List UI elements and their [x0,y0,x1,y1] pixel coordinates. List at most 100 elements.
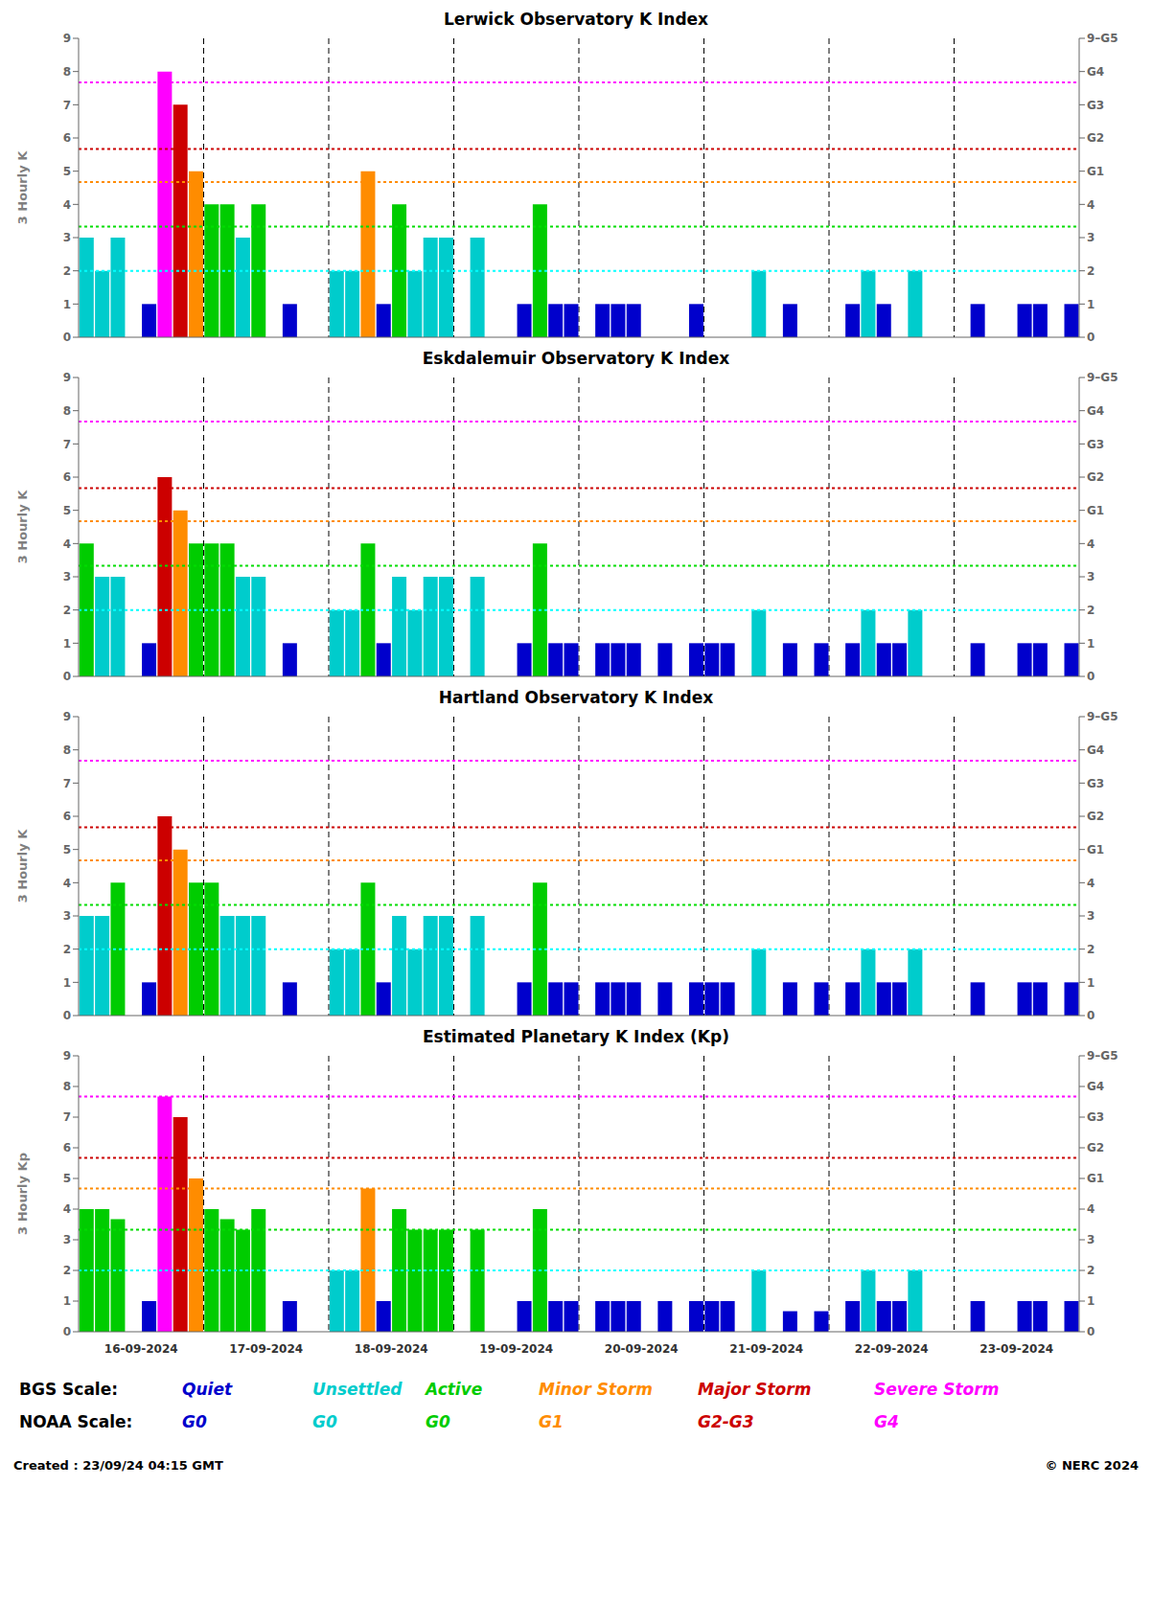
svg-text:9–G5: 9–G5 [1086,370,1119,385]
svg-text:3: 3 [63,1233,71,1247]
svg-text:9: 9 [63,31,71,46]
svg-text:3: 3 [1086,230,1095,245]
svg-text:21-09-2024: 21-09-2024 [729,1342,804,1357]
svg-text:3 Hourly K: 3 Hourly K [15,829,30,904]
svg-text:3: 3 [63,909,71,923]
svg-text:2: 2 [1086,264,1095,278]
svg-text:3: 3 [63,570,71,584]
svg-text:7: 7 [63,777,71,791]
html-text:Hartland Observatory K Index: Hartland Observatory K Index [438,688,714,708]
svg-text:16-09-2024: 16-09-2024 [104,1342,179,1357]
svg-text:1: 1 [1086,976,1095,991]
svg-text:0: 0 [1086,1325,1095,1339]
svg-text:4: 4 [1086,537,1095,552]
svg-text:9–G5: 9–G5 [1086,1049,1119,1063]
svg-text:5: 5 [63,164,71,179]
svg-text:6: 6 [63,470,71,484]
svg-text:2: 2 [1086,1264,1095,1278]
svg-text:7: 7 [63,437,71,452]
svg-text:G2: G2 [1086,470,1105,484]
svg-text:2: 2 [63,943,71,957]
svg-text:0: 0 [1086,1009,1095,1023]
svg-text:8: 8 [63,1080,71,1094]
svg-text:4: 4 [63,537,71,552]
svg-text:3: 3 [1086,909,1095,923]
svg-text:3: 3 [1086,1233,1095,1247]
svg-text:1: 1 [63,298,71,312]
svg-text:G1: G1 [1086,1172,1105,1186]
svg-text:6: 6 [63,131,71,145]
svg-text:G3: G3 [1086,777,1105,791]
svg-text:7: 7 [63,1110,71,1125]
svg-text:23-09-2024: 23-09-2024 [979,1342,1054,1357]
svg-text:G4: G4 [1086,404,1105,418]
svg-text:5: 5 [63,843,71,857]
svg-text:7: 7 [63,98,71,113]
svg-text:1: 1 [63,637,71,651]
html-text:Eskdalemuir Observatory K Inde: Eskdalemuir Observatory K Index [422,348,730,369]
svg-text:6: 6 [63,809,71,824]
svg-text:9–G5: 9–G5 [1086,31,1119,46]
html-text:Lerwick Observatory K Index: Lerwick Observatory K Index [443,9,709,29]
html-text:Quiet: Quiet [182,1380,232,1400]
svg-text:8: 8 [63,65,71,79]
svg-text:2: 2 [63,264,71,278]
svg-text:G4: G4 [1086,65,1105,79]
svg-text:0: 0 [1086,669,1095,684]
html-text:Estimated Planetary K Index (K: Estimated Planetary K Index (Kp) [422,1027,730,1047]
svg-text:G4: G4 [1086,1080,1105,1094]
svg-text:3 Hourly K: 3 Hourly K [15,489,30,565]
svg-text:17-09-2024: 17-09-2024 [229,1342,303,1357]
svg-text:G4: G4 [1086,743,1105,758]
svg-text:3 Hourly K: 3 Hourly K [15,150,30,226]
svg-text:9: 9 [63,1049,71,1063]
svg-text:9: 9 [63,710,71,724]
svg-text:9: 9 [63,370,71,385]
svg-text:3: 3 [63,230,71,245]
svg-text:20-09-2024: 20-09-2024 [604,1342,679,1357]
svg-text:4: 4 [63,198,71,212]
svg-text:0: 0 [63,1325,71,1339]
svg-text:0: 0 [63,669,71,684]
html-text:Active: Active [425,1380,483,1400]
svg-text:3 Hourly Kp: 3 Hourly Kp [15,1152,30,1236]
svg-text:G3: G3 [1086,437,1105,452]
svg-text:1: 1 [63,976,71,991]
svg-text:8: 8 [63,404,71,418]
svg-text:2: 2 [1086,603,1095,618]
svg-text:4: 4 [63,876,71,891]
svg-text:1: 1 [1086,1294,1095,1309]
html-text:Unsettled: Unsettled [312,1380,402,1400]
svg-text:5: 5 [63,1172,71,1186]
svg-text:G1: G1 [1086,843,1105,857]
svg-text:4: 4 [1086,1202,1095,1217]
svg-text:G1: G1 [1086,164,1105,179]
html-text:BGS Scale:: BGS Scale: [19,1380,118,1400]
svg-text:G2: G2 [1086,1141,1105,1155]
svg-text:8: 8 [63,743,71,758]
svg-text:G2: G2 [1086,809,1105,824]
svg-text:9–G5: 9–G5 [1086,710,1119,724]
svg-text:G2: G2 [1086,131,1105,145]
svg-text:G1: G1 [1086,504,1105,518]
svg-text:6: 6 [63,1141,71,1155]
svg-text:1: 1 [1086,298,1095,312]
svg-text:0: 0 [63,330,71,345]
svg-text:3: 3 [1086,570,1095,584]
svg-text:2: 2 [63,1264,71,1278]
svg-text:0: 0 [1086,330,1095,345]
svg-text:4: 4 [1086,876,1095,891]
svg-text:1: 1 [63,1294,71,1309]
svg-text:G3: G3 [1086,1110,1105,1125]
svg-text:4: 4 [63,1202,71,1217]
svg-text:2: 2 [1086,943,1095,957]
svg-text:4: 4 [1086,198,1095,212]
svg-text:2: 2 [63,603,71,618]
svg-text:18-09-2024: 18-09-2024 [354,1342,429,1357]
svg-text:19-09-2024: 19-09-2024 [479,1342,553,1357]
svg-text:1: 1 [1086,637,1095,651]
svg-text:5: 5 [63,504,71,518]
svg-text:0: 0 [63,1009,71,1023]
svg-text:22-09-2024: 22-09-2024 [854,1342,929,1357]
svg-text:G3: G3 [1086,98,1105,113]
